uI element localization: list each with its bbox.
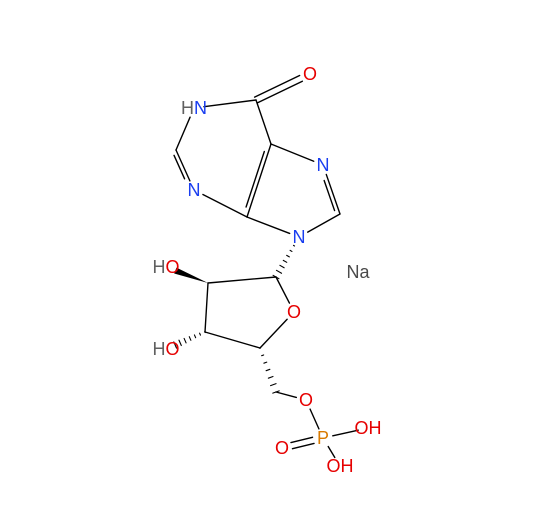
atom-label-N7: N (317, 155, 330, 175)
atom-label-O_keto: O (303, 64, 317, 84)
atom-label-N1: HN (181, 98, 207, 118)
atom-label-O5p: O (299, 390, 313, 410)
atom-label-OP1: OH (355, 418, 382, 438)
chemical-structure-svg: OHNNNNOHOHOOPOHOHONa (0, 0, 541, 513)
bonds-layer (174, 75, 358, 457)
atom-label-O2p: HO (152, 257, 179, 277)
atom-label-N9: N (293, 227, 306, 247)
atom-label-Na: Na (346, 262, 370, 282)
atom-label-OP3: O (275, 438, 289, 458)
atom-label-O4p: O (287, 302, 301, 322)
atom-label-P: P (317, 428, 329, 448)
atom-label-O3p: HO (152, 339, 179, 359)
atom-label-OP2: OH (327, 456, 354, 476)
atom-label-N3: N (188, 180, 201, 200)
